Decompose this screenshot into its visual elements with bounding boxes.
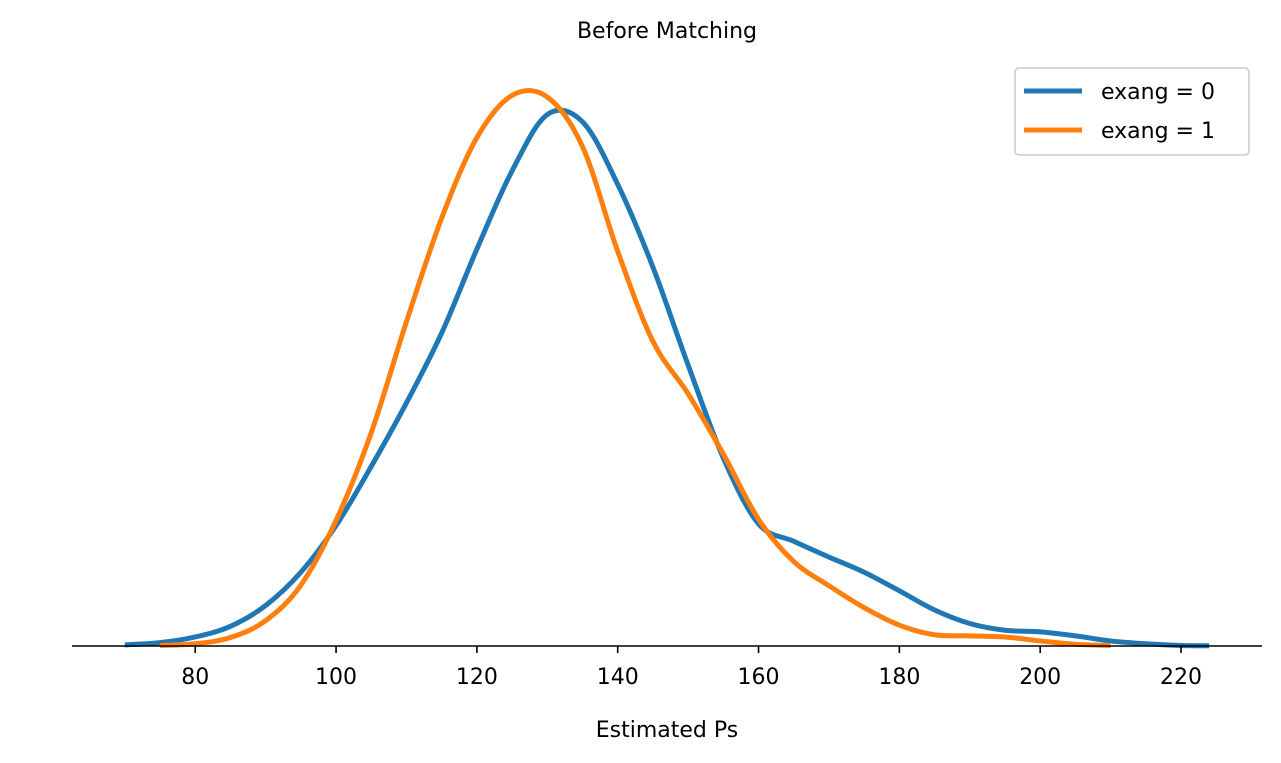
x-axis-label: Estimated Ps bbox=[596, 718, 738, 743]
x-tick-label: 200 bbox=[1019, 665, 1061, 690]
x-tick-label: 160 bbox=[738, 665, 780, 690]
x-tick-label: 80 bbox=[181, 665, 209, 690]
legend-label-0: exang = 0 bbox=[1101, 80, 1215, 105]
series-line-0 bbox=[124, 107, 1210, 649]
x-axis-ticks: 80 100 120 140 160 180 200 220 bbox=[181, 646, 1202, 690]
plot-area bbox=[124, 88, 1210, 649]
legend-label-1: exang = 1 bbox=[1101, 119, 1215, 144]
x-tick-label: 180 bbox=[878, 665, 920, 690]
series-line-1 bbox=[159, 88, 1111, 648]
x-tick-label: 220 bbox=[1160, 665, 1202, 690]
legend: exang = 0 exang = 1 bbox=[1014, 67, 1250, 156]
x-tick-label: 140 bbox=[597, 665, 639, 690]
x-tick-label: 120 bbox=[456, 665, 498, 690]
x-tick-label: 100 bbox=[315, 665, 357, 690]
chart-title: Before Matching bbox=[577, 19, 757, 44]
